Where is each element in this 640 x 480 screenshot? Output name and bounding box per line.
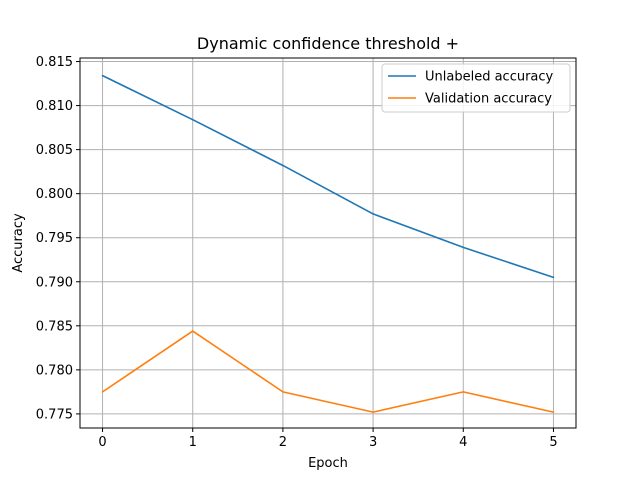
y-tick-label: 0.815	[36, 55, 73, 70]
plot-frame	[79, 57, 577, 429]
legend: Unlabeled accuracy Validation accuracy	[381, 63, 571, 113]
data-point	[462, 246, 465, 249]
series-line-1	[102, 74, 554, 279]
chart-title: Dynamic confidence threshold +	[197, 34, 459, 53]
data-point	[282, 391, 284, 393]
x-axis: 0 1 2 3 4 5	[98, 428, 558, 450]
x-tick-label: 4	[459, 435, 467, 450]
data-point	[101, 74, 104, 77]
data-point	[101, 391, 104, 393]
data-point	[372, 411, 374, 413]
y-tick-label: 0.785	[36, 319, 73, 334]
data-point	[552, 411, 555, 413]
y-tick-label: 0.795	[36, 231, 73, 246]
data-point	[462, 391, 465, 393]
series-line-2	[102, 330, 554, 413]
y-axis-title: Accuracy	[11, 213, 26, 273]
x-tick-label: 3	[369, 435, 377, 450]
x-tick-label: 1	[189, 435, 197, 450]
data-point	[282, 164, 284, 167]
y-tick-label: 0.805	[36, 143, 73, 158]
y-axis: 0.775 0.780 0.785 0.790 0.795 0.800 0.805 0.810…	[36, 55, 80, 422]
y-tick-label: 0.810	[36, 99, 73, 114]
y-tick-label: 0.780	[36, 363, 73, 378]
y-tick-label: 0.790	[36, 275, 73, 290]
x-axis-title: Epoch	[308, 456, 348, 471]
data-point	[191, 118, 194, 121]
data-point	[191, 330, 194, 332]
legend-label: Validation accuracy	[425, 92, 552, 107]
legend-box	[381, 63, 571, 113]
series-layer	[101, 74, 555, 413]
x-tick-label: 0	[98, 435, 106, 450]
y-tick-label: 0.800	[36, 187, 73, 202]
legend-label: Unlabeled accuracy	[425, 70, 554, 85]
x-tick-label: 2	[279, 435, 287, 450]
x-tick-label: 5	[549, 435, 557, 450]
data-point	[552, 276, 555, 279]
grid	[80, 58, 576, 428]
data-point	[372, 213, 374, 215]
y-tick-label: 0.775	[36, 407, 73, 422]
